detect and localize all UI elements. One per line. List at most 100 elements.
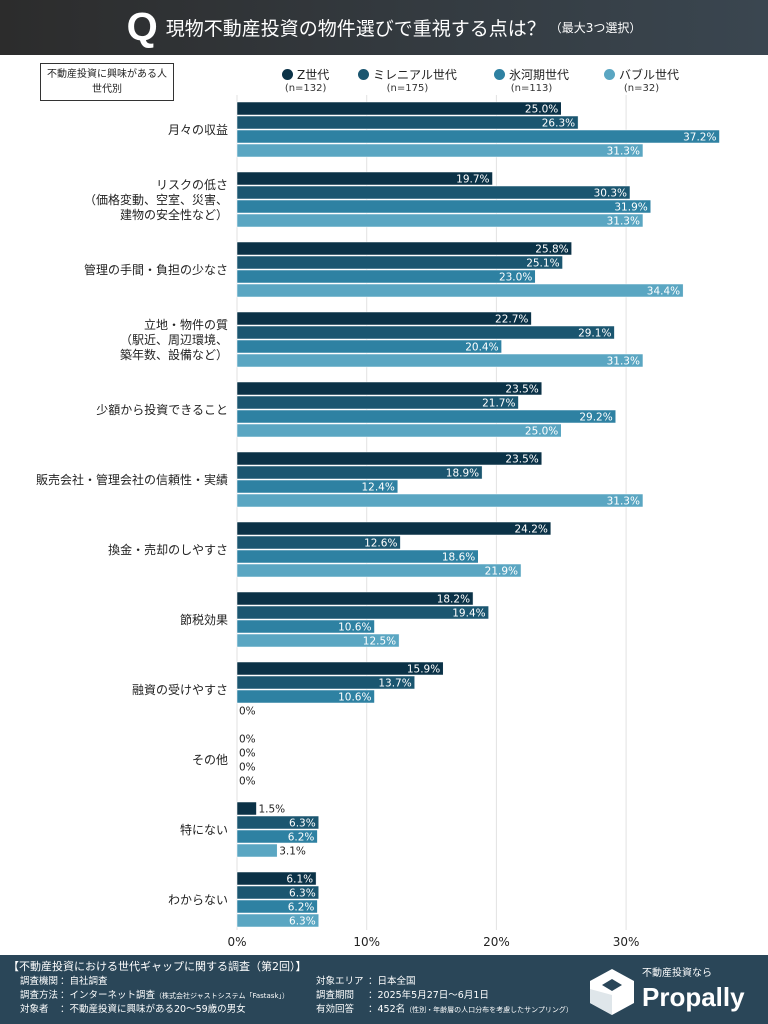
footer-value-text: ：2025年5月27日～6月1日 — [368, 990, 489, 1001]
data-label: 6.3% — [289, 818, 316, 830]
category-label-line: 月々の収益 — [167, 122, 228, 137]
legend-name: Z世代 — [297, 68, 330, 82]
legend-item: Z世代 (n=132) — [282, 69, 329, 95]
category-label-line: 販売会社・管理会社の信頼性・実績 — [35, 472, 228, 487]
data-label: 21.9% — [485, 566, 518, 578]
x-tick-label: 0% — [227, 935, 246, 949]
x-tick-label: 10% — [353, 935, 380, 949]
legend-item: バブル世代 (n=32) — [604, 69, 679, 95]
footer-value-text: ：インターネット調査 — [60, 990, 156, 1001]
bar — [236, 675, 415, 690]
logo-tagline: 不動産投資なら — [642, 968, 712, 979]
category-label-line: リスクの低さ — [155, 177, 228, 192]
data-label: 30.3% — [594, 188, 627, 200]
data-label: 13.7% — [378, 678, 411, 690]
legend-n: (n=132) — [284, 83, 327, 94]
data-label: 31.3% — [607, 146, 640, 158]
survey-title: 【不動産投資における世代ギャップに関する調査（第2回）】 — [8, 960, 307, 973]
data-label: 25.8% — [535, 244, 568, 256]
footer-value-note: （性別・年齢層の人口分布を考慮したサンプリング） — [405, 1006, 573, 1014]
category-label-line: 築年数、設備など） — [119, 347, 228, 362]
legend-item: 氷河期世代 (n=113) — [494, 69, 569, 95]
footer-value: ：インターネット調査（株式会社ジャストシステム「Fastask」） — [60, 990, 289, 1002]
data-label: 25.1% — [526, 258, 559, 270]
bar — [236, 885, 319, 900]
q-mark: Q — [126, 5, 158, 49]
legend-n: (n=113) — [510, 83, 553, 94]
bar — [236, 689, 375, 704]
category-label: 換金・売却のしやすさ — [108, 543, 228, 558]
bar — [236, 143, 644, 158]
bar — [236, 129, 720, 144]
bar — [236, 619, 375, 634]
bar — [236, 269, 536, 284]
bar — [236, 563, 522, 578]
data-label: 34.4% — [647, 286, 680, 298]
segment-line2: 世代別 — [92, 84, 122, 95]
footer-value: ：452名（性別・年齢層の人口分布を考慮したサンプリング） — [368, 1004, 573, 1016]
bar-chart: 0% 10% 20% 30% 25.0% 26.3% 37.2% 31.3% 19.7% 30.3… — [227, 95, 720, 949]
data-label: 31.3% — [607, 216, 640, 228]
data-label: 0% — [239, 734, 256, 746]
data-label: 25.0% — [525, 426, 558, 438]
footer-key: 調査機関 — [20, 976, 59, 987]
legend-n: (n=32) — [623, 83, 660, 94]
page-title: 現物不動産投資の物件選びで重視する点は？ — [165, 18, 546, 40]
bar — [236, 213, 644, 228]
data-label: 18.2% — [437, 594, 470, 606]
footer-value: ：2025年5月27日～6月1日 — [368, 990, 489, 1002]
data-label: 0% — [239, 748, 256, 760]
category-label-line: 少額から投資できること — [96, 402, 228, 417]
bar — [236, 115, 579, 130]
footer: 【不動産投資における世代ギャップに関する調査（第2回）】 調査機関 ：自社調査 調査… — [0, 955, 768, 1024]
bar — [236, 423, 562, 438]
data-label: 20.4% — [465, 342, 498, 354]
footer-value-text: ：日本全国 — [368, 976, 416, 987]
data-label: 10.6% — [338, 622, 371, 634]
legend-swatch — [282, 69, 293, 80]
bar — [236, 409, 616, 424]
bar — [236, 521, 552, 536]
category-label: わからない — [168, 893, 228, 908]
propally-logo-icon — [590, 969, 634, 1015]
data-label: 0% — [239, 706, 256, 718]
data-label: 12.5% — [363, 636, 396, 648]
footer-value-note: （株式会社ジャストシステム「Fastask」） — [155, 992, 290, 1000]
category-label-line: 立地・物件の質 — [143, 317, 228, 332]
legend-swatch — [358, 69, 369, 80]
legend-n: (n=175) — [386, 83, 429, 94]
data-label: 37.2% — [683, 132, 716, 144]
footer-key: 有効回答 — [316, 1004, 355, 1015]
category-label-line: 建物の安全性など） — [119, 207, 228, 222]
category-label-line: （価格変動、空室、災害、 — [83, 192, 228, 207]
data-label: 6.2% — [288, 902, 315, 914]
category-label: 特にない — [180, 823, 228, 838]
footer-key: 調査期間 — [316, 990, 355, 1001]
bar — [236, 311, 532, 326]
footer-key: 対象エリア — [316, 976, 364, 987]
category-label: 融資の受けやすさ — [132, 683, 228, 698]
bar — [236, 815, 319, 830]
category-label: 立地・物件の質 （駅近、周辺環境、 築年数、設備など） — [120, 318, 228, 363]
data-label: 18.6% — [442, 552, 475, 564]
category-label-line: わからない — [167, 892, 228, 907]
category-label-line: その他 — [191, 752, 228, 767]
x-tick-label: 20% — [483, 935, 510, 949]
bar — [236, 479, 399, 494]
bar — [236, 101, 562, 116]
bar — [236, 899, 318, 914]
bar — [236, 451, 543, 466]
bar — [236, 829, 318, 844]
bar — [236, 171, 493, 186]
legend-item: ミレニアル世代 (n=175) — [358, 69, 457, 95]
bar — [236, 465, 483, 480]
category-label: 管理の手間・負担の少なさ — [84, 263, 228, 278]
bar — [236, 661, 444, 676]
data-label: 3.1% — [279, 846, 306, 858]
x-tick-label: 30% — [613, 935, 640, 949]
category-label: その他 — [192, 753, 228, 768]
bar — [236, 493, 644, 508]
footer-value: ：不動産投資に興味がある20～59歳の男女 — [60, 1004, 246, 1016]
category-label: 節税効果 — [180, 613, 228, 628]
segment-box: 不動産投資に興味がある人 世代別 — [40, 63, 174, 101]
